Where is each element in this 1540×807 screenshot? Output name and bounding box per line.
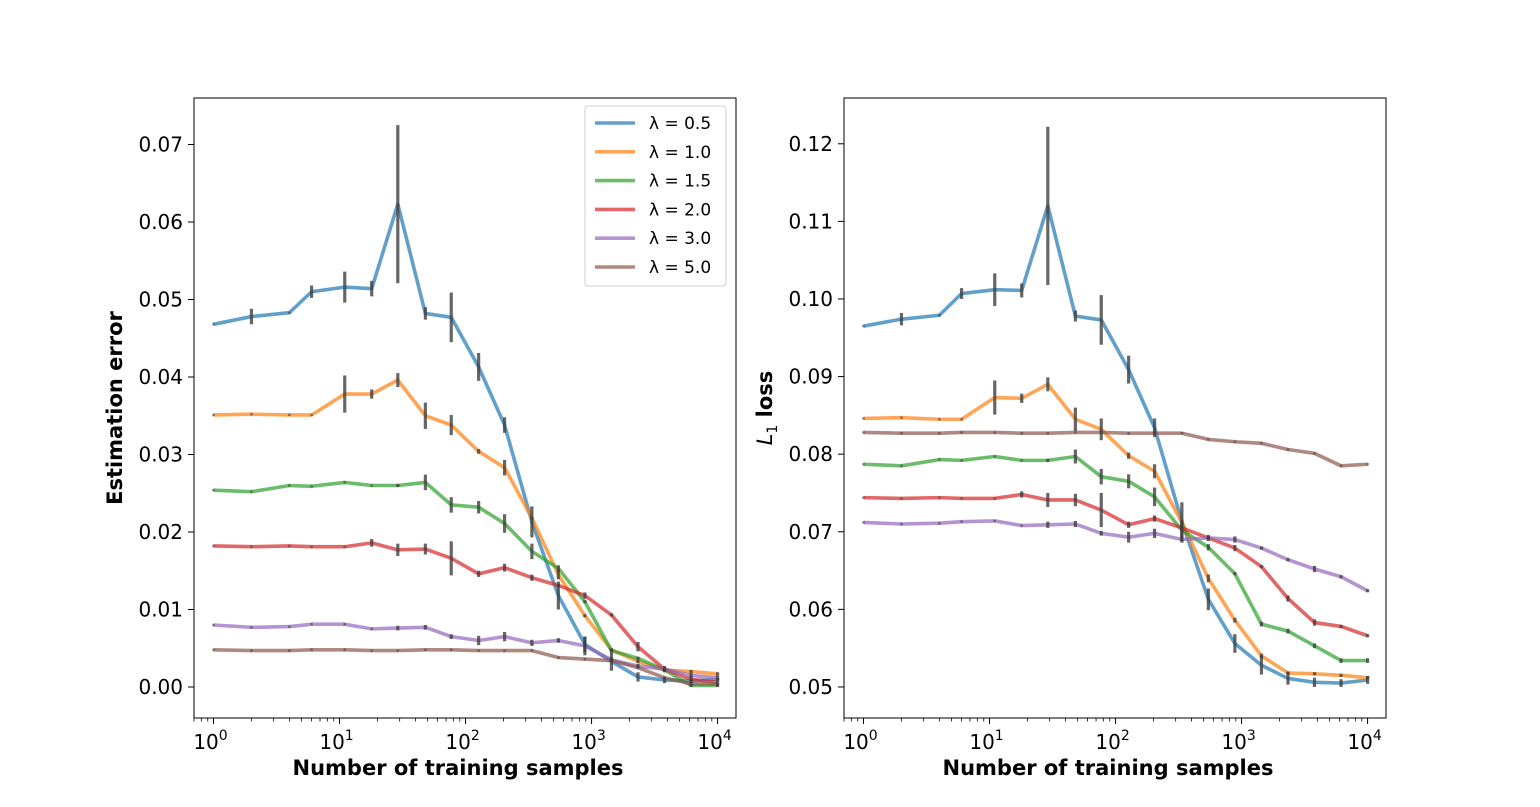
y-tick-label: 0.06 xyxy=(138,210,183,234)
x-tick-label: 101 xyxy=(319,728,353,754)
series-line xyxy=(863,492,1369,638)
y-tick-label: 0.03 xyxy=(138,443,183,467)
x-tick-label: 104 xyxy=(1347,728,1381,754)
y-tick-label: 0.08 xyxy=(788,442,833,466)
l1-loss-panel: 0.05 0.06 0.07 0.08 0.09 0.10 0.11 0.12 100 101 10… xyxy=(753,97,1387,780)
y-axis-title: Estimation error xyxy=(103,310,127,504)
estimation-error-panel: 0.00 0.01 0.02 0.03 0.04 0.05 0.06 0.07 100 101 10… xyxy=(103,97,737,780)
series-line xyxy=(863,519,1369,593)
x-tick-label: 100 xyxy=(843,728,877,754)
y-tick-label: 0.11 xyxy=(788,209,833,233)
x-tick-label: 103 xyxy=(1221,728,1255,754)
legend-label: λ = 2.0 xyxy=(649,200,711,220)
y-tick-label: 0.09 xyxy=(788,365,833,389)
y-tick-label: 0.12 xyxy=(788,132,833,156)
y-tick-label: 0.05 xyxy=(788,675,833,699)
y-tick-label: 0.10 xyxy=(788,287,833,311)
y-tick-label: 0.02 xyxy=(138,520,183,544)
legend-label: λ = 1.5 xyxy=(649,172,711,192)
legend: λ = 0.5 λ = 1.0 λ = 1.5 λ = 2.0 λ = 3.0 λ = 5… xyxy=(584,105,727,287)
legend-label: λ = 1.0 xyxy=(649,143,711,163)
series-line xyxy=(863,454,1368,663)
y-tick-label: 0.00 xyxy=(138,675,183,699)
axes-frame xyxy=(843,97,1387,719)
series-line xyxy=(213,378,718,676)
x-tick-label: 102 xyxy=(445,728,479,754)
y-axis-title: L1 loss xyxy=(753,371,781,446)
x-tick-label: 103 xyxy=(571,728,605,754)
x-tick-label: 104 xyxy=(697,728,731,754)
y-tick-label: 0.04 xyxy=(138,365,183,389)
series-line xyxy=(213,480,718,688)
legend-label: λ = 3.0 xyxy=(649,229,711,249)
y-tick-label: 0.07 xyxy=(788,520,833,544)
y-tick-label: 0.01 xyxy=(138,598,183,622)
x-tick-label: 102 xyxy=(1095,728,1129,754)
x-tick-label: 101 xyxy=(969,728,1003,754)
x-axis-title: Number of training samples xyxy=(293,756,624,780)
y-tick-label: 0.05 xyxy=(138,288,183,312)
x-tick-label: 100 xyxy=(193,728,227,754)
legend-label: λ = 5.0 xyxy=(649,258,711,278)
axes-frame xyxy=(193,97,737,719)
y-tick-label: 0.06 xyxy=(788,597,833,621)
x-axis-title: Number of training samples xyxy=(943,756,1274,780)
y-tick-label: 0.07 xyxy=(138,133,183,157)
legend-label: λ = 0.5 xyxy=(649,114,711,134)
